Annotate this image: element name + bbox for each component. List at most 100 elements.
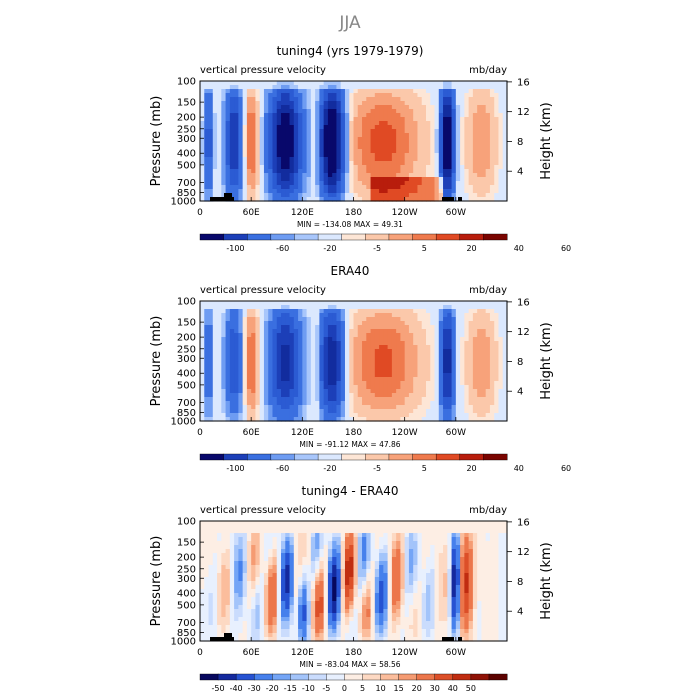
x-tick-label: 180 [345,648,362,658]
panel-title: ERA40 [331,264,370,278]
y2-tick-label: 12 [517,547,530,558]
x-tick-label: 60W [446,428,466,438]
colorbar-box [344,673,364,681]
y2-tick-label: 12 [517,327,530,338]
colorbar-box [341,233,366,241]
y-tick-label: 150 [177,538,196,549]
colorbar-label: 15 [394,684,404,693]
y2-tick-label: 16 [517,517,530,528]
panel-title: tuning4 - ERA40 [302,484,399,498]
colorbar-box [435,233,461,241]
colorbar-label: -60 [276,464,289,473]
colorbar-label: -20 [323,464,336,473]
x-tick-label: 60W [446,648,466,658]
colorbar-label: -30 [248,684,261,693]
x-tick-label: 120E [291,428,314,438]
colorbar-label: -100 [226,244,244,253]
x-tick-label: 60E [243,648,260,658]
colorbar-label: -40 [230,684,243,693]
colorbar-box [247,233,272,241]
y-tick-label: 300 [177,354,196,365]
colorbar-box [380,673,400,681]
x-tick-label: 180 [345,428,362,438]
panel-subtitle-left: vertical pressure velocity [200,65,326,76]
colorbar-box [235,673,255,681]
y-tick-label: 400 [177,589,196,600]
panel-subtitle-left: vertical pressure velocity [200,285,326,296]
y2-tick-label: 4 [517,167,523,178]
colorbar-box [388,233,414,241]
y2-tick-label: 4 [517,387,523,398]
colorbar-box [412,453,437,461]
min-max-label: MIN = -134.08 MAX = 49.31 [297,220,403,229]
colorbar-label: 20 [412,684,422,693]
colorbar-box [341,453,366,461]
colorbar-label: -50 [212,684,225,693]
y-tick-label: 100 [177,517,196,528]
y-tick-label: 700 [177,618,196,629]
colorbar-box [365,453,390,461]
y-tick-label: 850 [177,188,196,199]
colorbar-box [247,453,272,461]
colorbar-box [199,233,225,241]
y-tick-label: 100 [177,77,196,88]
colorbar-box [412,233,437,241]
panel-1: tuning4 (yrs 1979-1979) vertical pressure… [149,44,571,253]
panel-3: tuning4 - ERA40 vertical pressure velocit… [149,484,554,693]
y-tick-label: 300 [177,574,196,585]
y-tick-label: 300 [177,134,196,145]
colorbar-label: -20 [323,244,336,253]
colorbar-box [434,673,454,681]
y-tick-label: 100 [177,297,196,308]
colorbar-label: -5 [373,464,381,473]
y2-axis-label: Height (km) [539,542,554,619]
y-tick-label: 500 [177,600,196,611]
y-tick-label: 1000 [171,417,196,428]
colorbar-box [388,453,414,461]
colorbar-label: 10 [375,684,385,693]
panel-title: tuning4 (yrs 1979-1979) [277,44,424,58]
y2-axis-label: Height (km) [539,322,554,399]
colorbar-label: -10 [302,684,315,693]
colorbar-label: 20 [466,244,476,253]
colorbar-box [470,673,490,681]
colorbar-label: 5 [422,244,427,253]
y-tick-label: 700 [177,178,196,189]
colorbar-box [483,453,508,461]
y-axis-label: Pressure (mb) [149,536,164,627]
colorbar-label: -5 [322,684,330,693]
y2-tick-label: 16 [517,297,530,308]
colorbar-box [199,453,225,461]
colorbar-label: -20 [266,684,279,693]
colorbar-box [294,453,319,461]
y-tick-label: 200 [177,113,196,124]
x-tick-label: 180 [345,208,362,218]
colorbar-box [435,453,461,461]
colorbar-label: 50 [466,684,476,693]
colorbar-label: -100 [226,464,244,473]
colorbar-label: 5 [360,684,365,693]
y-tick-label: 850 [177,408,196,419]
land-mask [210,193,462,201]
min-max-label: MIN = -91.12 MAX = 47.86 [299,440,400,449]
y-tick-label: 200 [177,553,196,564]
y2-tick-label: 8 [517,137,523,148]
y2-tick-label: 8 [517,357,523,368]
x-tick-label: 0 [197,648,203,658]
colorbar-box [199,673,219,681]
colorbar-box [270,453,295,461]
colorbar-label: -15 [284,684,297,693]
x-tick-label: 60W [446,208,466,218]
y-axis-label: Pressure (mb) [149,316,164,407]
colorbar-box [317,233,343,241]
colorbar-label: 0 [342,684,347,693]
colorbar-box [272,673,291,681]
colorbar-label: 30 [430,684,440,693]
y-tick-label: 250 [177,344,196,355]
colorbar-box [326,673,345,681]
y-tick-label: 1000 [171,197,196,208]
colorbar-label: 40 [514,244,524,253]
colorbar-box [290,673,309,681]
y-tick-label: 400 [177,149,196,160]
